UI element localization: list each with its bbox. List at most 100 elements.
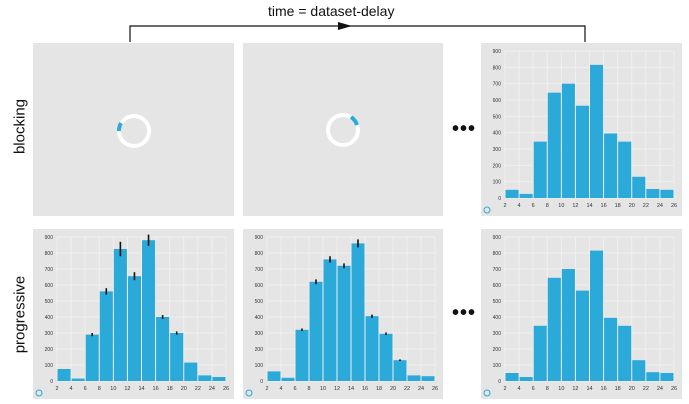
- x-tick-label: 26: [671, 203, 677, 209]
- x-tick-label: 14: [586, 203, 592, 209]
- x-tick-label: 20: [629, 203, 635, 209]
- histogram-bar: [547, 277, 561, 381]
- histogram-bar: [632, 176, 646, 198]
- histogram-bar: [590, 64, 604, 198]
- x-tick-label: 22: [643, 203, 649, 209]
- y-tick-label: 300: [493, 331, 502, 337]
- x-tick-label: 16: [601, 386, 607, 392]
- y-tick-label: 700: [45, 267, 54, 273]
- x-tick-label: 18: [167, 386, 173, 392]
- x-tick-label: 12: [124, 386, 130, 392]
- histogram-bar: [85, 334, 99, 381]
- y-tick-label: 400: [255, 315, 264, 321]
- x-tick-label: 20: [181, 386, 187, 392]
- x-tick-label: 18: [615, 203, 621, 209]
- status-indicator: [245, 389, 253, 397]
- histogram-bar: [57, 369, 71, 381]
- histogram-bar: [421, 376, 435, 381]
- y-tick-label: 0: [498, 196, 501, 202]
- x-tick-label: 24: [418, 386, 424, 392]
- x-tick-label: 24: [657, 386, 663, 392]
- histogram-bar: [561, 83, 575, 198]
- y-tick-label: 800: [493, 251, 502, 257]
- x-tick-label: 18: [376, 386, 382, 392]
- x-tick-label: 24: [209, 386, 215, 392]
- histogram-bar: [519, 193, 533, 198]
- y-tick-label: 900: [493, 49, 502, 55]
- status-indicator: [483, 206, 491, 214]
- histogram-bar: [365, 316, 379, 381]
- histogram-bar: [379, 333, 393, 381]
- histogram-bar: [393, 360, 407, 381]
- y-tick-label: 700: [493, 82, 502, 88]
- x-tick-label: 2: [55, 386, 58, 392]
- x-tick-label: 22: [195, 386, 201, 392]
- row-label-progressive: progressive: [11, 275, 29, 354]
- histogram-bar: [533, 141, 547, 198]
- y-tick-label: 500: [255, 299, 264, 305]
- y-tick-label: 600: [45, 283, 54, 289]
- y-tick-label: 900: [493, 235, 502, 241]
- histogram-bar: [575, 105, 589, 198]
- x-tick-label: 10: [558, 386, 564, 392]
- histogram-bar: [71, 378, 85, 381]
- y-tick-label: 200: [493, 163, 502, 169]
- x-tick-label: 6: [293, 386, 296, 392]
- x-tick-label: 22: [643, 386, 649, 392]
- histogram-bar: [142, 240, 156, 381]
- y-tick-label: 200: [255, 347, 264, 353]
- y-tick-label: 500: [493, 299, 502, 305]
- histogram-bar: [113, 249, 127, 381]
- histogram-bar: [156, 317, 170, 381]
- y-tick-label: 0: [260, 379, 263, 385]
- y-tick-label: 100: [45, 363, 54, 369]
- histogram-bar: [575, 290, 589, 381]
- y-tick-label: 800: [45, 251, 54, 257]
- x-tick-label: 8: [98, 386, 101, 392]
- y-tick-label: 500: [493, 114, 502, 120]
- x-tick-label: 6: [532, 203, 535, 209]
- histogram-bar: [604, 133, 618, 198]
- histogram-bar: [604, 317, 618, 381]
- histogram-bar: [646, 372, 660, 381]
- y-tick-label: 900: [45, 235, 54, 241]
- x-tick-label: 24: [657, 203, 663, 209]
- histogram-bar: [99, 291, 113, 381]
- time-arrow-line: [129, 25, 586, 42]
- y-tick-label: 400: [493, 315, 502, 321]
- y-tick-label: 100: [493, 180, 502, 186]
- x-tick-label: 8: [307, 386, 310, 392]
- x-tick-label: 10: [320, 386, 326, 392]
- loading-spinner: [326, 113, 360, 147]
- histogram-bar: [407, 375, 421, 381]
- x-tick-label: 10: [110, 386, 116, 392]
- histogram-bar: [632, 360, 646, 381]
- x-tick-label: 4: [518, 386, 521, 392]
- ellipsis-progressive: •••: [452, 302, 477, 324]
- ellipsis-blocking: •••: [452, 118, 477, 140]
- histogram-bar: [590, 250, 604, 381]
- x-tick-label: 2: [503, 203, 506, 209]
- histogram-bar: [184, 362, 198, 381]
- y-tick-label: 100: [255, 363, 264, 369]
- x-tick-label: 12: [334, 386, 340, 392]
- y-tick-label: 0: [498, 379, 501, 385]
- histogram-bar: [519, 377, 533, 381]
- status-indicator: [35, 389, 43, 397]
- histogram-bar: [267, 371, 281, 381]
- y-tick-label: 800: [493, 65, 502, 71]
- y-tick-label: 300: [45, 331, 54, 337]
- y-tick-label: 600: [493, 283, 502, 289]
- blocking-panel-histogram: 0 100 200 300 400 500 600 700 800 900 2 4 6 8 10 12 14 16…: [481, 43, 682, 216]
- y-tick-label: 0: [50, 379, 53, 385]
- x-tick-label: 26: [671, 386, 677, 392]
- x-tick-label: 14: [348, 386, 354, 392]
- histogram-bar: [618, 141, 632, 198]
- y-tick-label: 500: [45, 299, 54, 305]
- x-tick-label: 2: [503, 386, 506, 392]
- x-tick-label: 20: [390, 386, 396, 392]
- time-arrow-head: [338, 22, 352, 30]
- y-tick-label: 400: [493, 131, 502, 137]
